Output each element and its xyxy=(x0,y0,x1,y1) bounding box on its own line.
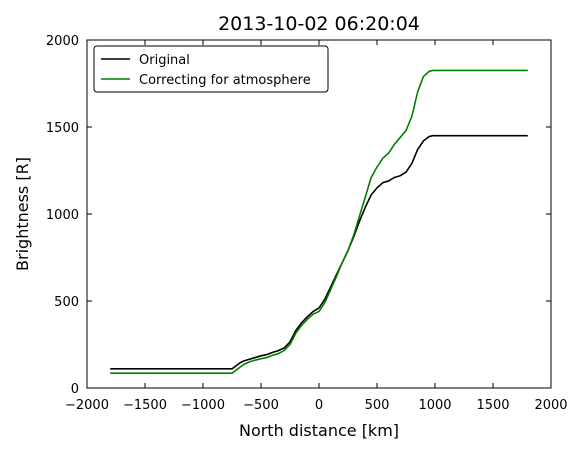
x-tick-label: 2000 xyxy=(534,398,567,413)
chart-title: 2013-10-02 06:20:04 xyxy=(218,13,420,35)
x-axis-label: North distance [km] xyxy=(239,421,399,440)
y-tick-label: 1000 xyxy=(46,208,79,223)
y-tick-label: 0 xyxy=(71,382,79,397)
legend: Original Correcting for atmosphere xyxy=(93,45,329,93)
y-tick-label: 1500 xyxy=(46,121,79,136)
legend-label-original: Original xyxy=(139,53,190,68)
x-tick-label: −1500 xyxy=(123,398,167,413)
x-tick-label: 1000 xyxy=(418,398,451,413)
x-tick-label: −1000 xyxy=(181,398,225,413)
x-tick-label: 1500 xyxy=(476,398,509,413)
y-tick-label: 500 xyxy=(54,295,79,310)
legend-label-corrected: Correcting for atmosphere xyxy=(139,73,311,88)
x-axis: −2000 −1500 −1000 −500 0 500 1000 1500 2000 xyxy=(65,40,568,413)
y-tick-label: 2000 xyxy=(46,34,79,49)
x-tick-label: −500 xyxy=(243,398,279,413)
legend-box xyxy=(93,45,329,93)
series-line-0 xyxy=(110,134,528,370)
x-tick-label: −2000 xyxy=(65,398,109,413)
series-line-1 xyxy=(110,69,528,375)
y-axis: 0 500 1000 1500 2000 xyxy=(46,34,551,397)
plot-lines xyxy=(110,69,528,375)
x-tick-label: 0 xyxy=(315,398,323,413)
x-tick-label: 500 xyxy=(365,398,390,413)
y-axis-label: Brightness [R] xyxy=(13,157,32,271)
